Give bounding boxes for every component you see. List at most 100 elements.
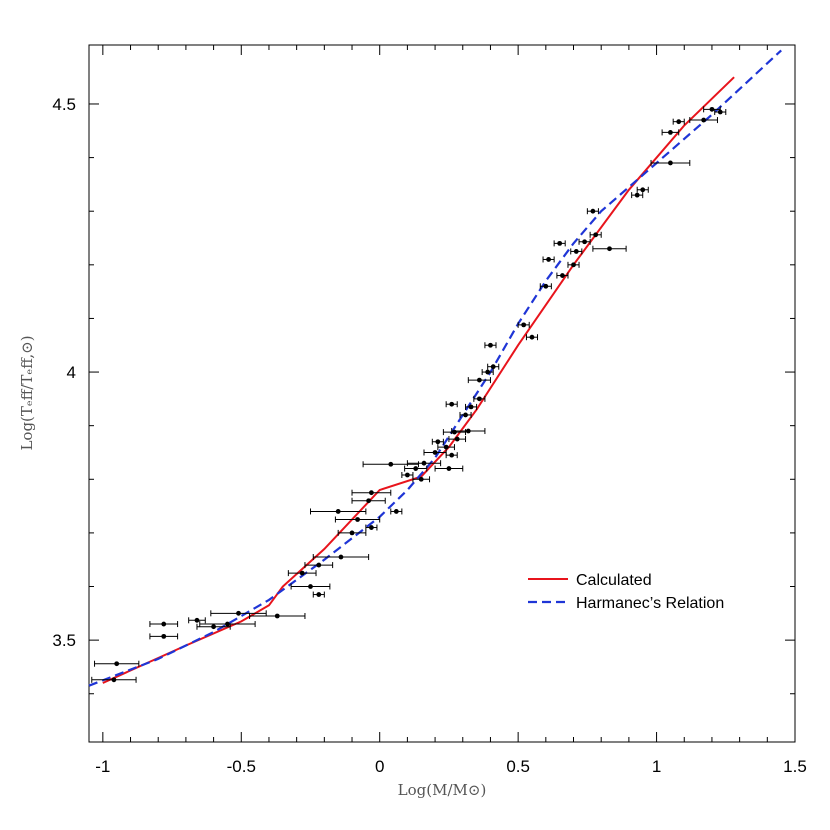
data-point (636, 186, 649, 193)
data-marker (521, 322, 527, 328)
data-point (714, 109, 727, 116)
data-point (487, 363, 500, 370)
data-point (451, 428, 486, 435)
data-marker (668, 160, 673, 166)
data-points (91, 106, 727, 683)
data-point (91, 676, 137, 683)
data-point (437, 444, 455, 451)
data-point (334, 516, 381, 523)
data-marker (316, 592, 322, 597)
data-marker (668, 129, 673, 135)
legend-calculated-label: Calculated (576, 572, 652, 589)
x-tick-label: 1.5 (783, 757, 807, 776)
data-point (631, 192, 644, 199)
data-marker (308, 584, 313, 589)
data-marker (421, 460, 427, 466)
data-marker (701, 117, 707, 123)
data-point (481, 369, 494, 376)
data-point (703, 106, 721, 113)
data-marker (582, 239, 587, 245)
data-marker (335, 509, 341, 514)
data-point (672, 118, 685, 125)
data-point (661, 129, 680, 136)
data-marker (590, 208, 596, 214)
data-point (390, 508, 403, 515)
data-marker (316, 562, 322, 568)
data-marker (454, 436, 460, 442)
data-marker (717, 109, 723, 115)
data-point (459, 411, 472, 418)
series-line-0 (102, 76, 735, 684)
data-point (525, 334, 539, 341)
data-point (249, 613, 306, 620)
data-point (431, 438, 444, 445)
data-point (567, 261, 580, 268)
data-marker (529, 334, 535, 340)
data-point (578, 238, 591, 245)
data-point (149, 633, 179, 640)
x-tick-label: 0.5 (506, 757, 530, 776)
data-marker (593, 232, 599, 238)
data-point (196, 623, 231, 630)
data-point (199, 621, 256, 628)
data-point (188, 617, 206, 624)
data-point (689, 117, 718, 124)
plot-frame (88, 44, 796, 743)
series-lines (88, 49, 782, 687)
data-point (351, 497, 386, 504)
data-point (473, 395, 486, 402)
data-point (465, 403, 478, 410)
data-marker (338, 554, 344, 560)
data-marker (573, 249, 579, 254)
data-marker (476, 396, 482, 402)
data-marker (413, 466, 419, 471)
data-point (351, 489, 392, 496)
data-marker (355, 517, 360, 522)
data-point (445, 452, 458, 459)
x-tick-label: 0 (375, 757, 384, 776)
data-marker (236, 610, 241, 616)
data-point (650, 159, 691, 166)
data-marker (111, 677, 117, 683)
data-point (401, 471, 414, 478)
data-marker (366, 498, 372, 504)
data-marker (557, 240, 563, 246)
data-point (423, 449, 447, 456)
data-point (290, 583, 331, 590)
data-marker (634, 192, 640, 198)
x-tick-label: -1 (95, 757, 110, 776)
data-marker (211, 624, 216, 630)
data-point (448, 436, 467, 443)
data-marker (709, 106, 715, 112)
data-point (434, 465, 464, 472)
data-marker (543, 283, 549, 289)
data-point (210, 610, 267, 617)
data-point (539, 283, 552, 290)
data-marker (388, 461, 394, 467)
data-marker (225, 621, 230, 627)
data-point (365, 524, 378, 531)
data-point (592, 245, 627, 252)
data-point (312, 591, 325, 598)
y-tick-label: 3.5 (52, 631, 76, 650)
data-point (484, 342, 497, 349)
data-point (337, 529, 367, 536)
data-marker (349, 530, 355, 536)
data-marker (435, 439, 441, 445)
axis-ticks: -1 -0.5 0 0.5 1 1.5 3.5 4 4.5 (52, 45, 807, 776)
data-point (517, 321, 530, 328)
data-marker (443, 444, 449, 450)
data-point (362, 461, 419, 468)
data-point (556, 272, 569, 279)
y-axis-label: Log(Tₑff/Tₑff,⊙) (18, 335, 36, 450)
data-marker (369, 525, 374, 530)
data-point (304, 562, 334, 569)
data-marker (485, 369, 491, 375)
series-line-1 (88, 49, 782, 687)
data-point (287, 570, 317, 577)
data-point (412, 476, 431, 483)
data-marker (161, 633, 167, 639)
data-point (312, 554, 370, 561)
data-marker (299, 570, 305, 576)
